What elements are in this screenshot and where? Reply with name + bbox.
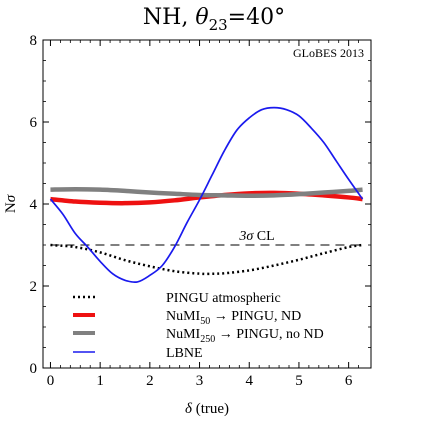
series-layer bbox=[49, 106, 364, 284]
x-tick-label: 6 bbox=[345, 373, 353, 389]
watermark: GLoBES 2013 bbox=[293, 46, 364, 60]
legend-label-pingu: PINGU atmospheric bbox=[166, 291, 281, 306]
y-tick-label: 2 bbox=[30, 279, 38, 295]
x-tick-label: 4 bbox=[245, 373, 253, 389]
y-tick-label: 6 bbox=[30, 115, 38, 131]
x-tick-label: 1 bbox=[96, 373, 104, 389]
series-pingu-atmospheric bbox=[50, 243, 363, 276]
x-tick-label: 5 bbox=[295, 373, 303, 389]
series-lbne bbox=[49, 106, 364, 284]
x-tick-label: 3 bbox=[196, 373, 204, 389]
legend: PINGU atmospheric NuMI50 → PINGU, ND NuM… bbox=[73, 291, 324, 361]
x-axis-label: δ (true) bbox=[185, 401, 229, 417]
y-axis-label: Nσ bbox=[3, 194, 19, 213]
legend-label-numi250: NuMI250 → PINGU, no ND bbox=[166, 327, 324, 345]
reference-line-label: 3σ CL bbox=[238, 229, 274, 244]
axis-ticks: 0 1 2 3 4 5 6 0 2 4 6 8 bbox=[30, 33, 371, 389]
y-tick-label: 4 bbox=[30, 197, 38, 213]
x-tick-label: 2 bbox=[146, 373, 154, 389]
y-tick-label: 0 bbox=[30, 361, 38, 377]
legend-label-lbne: LBNE bbox=[166, 346, 203, 361]
chart-title: NH, θ23=40° bbox=[143, 5, 285, 34]
series-numi250-pingu-no-nd bbox=[50, 186, 363, 199]
legend-label-numi50: NuMI50 → PINGU, ND bbox=[166, 309, 301, 327]
x-tick-label: 0 bbox=[47, 373, 55, 389]
y-tick-label: 8 bbox=[30, 33, 38, 49]
